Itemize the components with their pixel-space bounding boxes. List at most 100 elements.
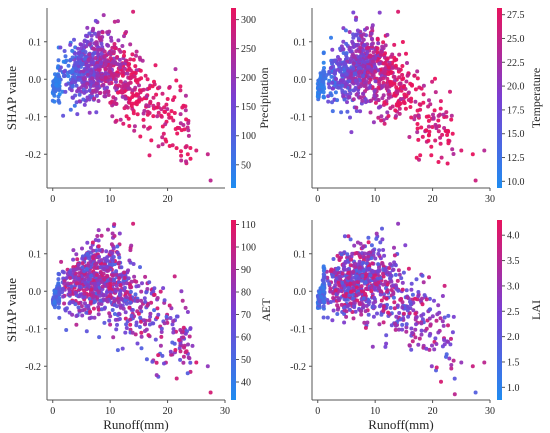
scatter-point bbox=[122, 285, 127, 290]
scatter-point bbox=[391, 283, 396, 288]
scatter-point bbox=[183, 331, 188, 336]
scatter-point bbox=[346, 234, 351, 239]
scatter-point bbox=[378, 77, 383, 82]
scatter-point bbox=[420, 302, 425, 307]
scatter-point bbox=[426, 138, 431, 143]
scatter-point bbox=[416, 137, 421, 142]
scatter-point bbox=[436, 303, 441, 308]
scatter-point bbox=[406, 98, 411, 102]
colorbar-tick-label: 60 bbox=[241, 333, 251, 344]
scatter-point bbox=[122, 34, 126, 39]
scatter-point bbox=[434, 365, 439, 370]
scatter-point bbox=[325, 315, 330, 320]
scatter-point bbox=[430, 125, 435, 129]
scatter-point bbox=[177, 126, 182, 130]
scatter-point bbox=[450, 147, 455, 152]
scatter-point bbox=[156, 101, 161, 106]
scatter-point bbox=[153, 337, 158, 342]
scatter-point bbox=[376, 41, 381, 46]
scatter-point bbox=[339, 252, 344, 257]
scatter-point bbox=[80, 308, 85, 313]
scatter-point bbox=[71, 248, 76, 253]
scatter-point bbox=[404, 329, 409, 334]
scatter-point bbox=[393, 93, 398, 98]
scatter-point bbox=[74, 61, 79, 66]
scatter-point bbox=[348, 263, 353, 268]
scatter-point bbox=[208, 178, 213, 183]
scatter-point bbox=[379, 52, 383, 57]
scatter-point bbox=[93, 31, 97, 36]
scatter-point bbox=[421, 83, 426, 88]
scatter-point bbox=[371, 59, 375, 64]
scatter-point bbox=[171, 330, 176, 335]
scatter-point bbox=[436, 118, 441, 123]
scatter-point bbox=[369, 243, 374, 248]
y-tick-label: 0.1 bbox=[294, 249, 307, 260]
scatter-point bbox=[337, 274, 342, 279]
scatter-point bbox=[156, 312, 161, 317]
scatter-point bbox=[94, 248, 99, 253]
scatter-point bbox=[87, 88, 92, 93]
scatter-point bbox=[372, 89, 377, 93]
scatter-point bbox=[378, 104, 383, 109]
scatter-point bbox=[340, 271, 345, 276]
scatter-point bbox=[158, 343, 163, 348]
scatter-point bbox=[83, 76, 87, 81]
scatter-point bbox=[99, 41, 104, 46]
scatter-point bbox=[145, 109, 150, 114]
colorbar bbox=[497, 8, 502, 188]
scatter-point bbox=[376, 98, 381, 102]
scatter-point bbox=[116, 19, 120, 24]
scatter-point bbox=[76, 86, 81, 91]
scatter-point bbox=[400, 322, 405, 327]
scatter-point bbox=[429, 144, 434, 149]
scatter-point bbox=[353, 78, 358, 83]
scatter-point bbox=[446, 313, 451, 318]
scatter-point bbox=[348, 115, 352, 120]
scatter-point bbox=[84, 89, 89, 94]
scatter-point bbox=[103, 62, 108, 67]
scatter-point bbox=[80, 265, 85, 270]
x-tick-label: 0 bbox=[315, 194, 320, 205]
scatter-point bbox=[444, 110, 449, 115]
scatter-point bbox=[365, 320, 370, 325]
scatter-point bbox=[183, 305, 188, 310]
scatter-point bbox=[208, 390, 213, 395]
scatter-point bbox=[144, 290, 149, 295]
scatter-point bbox=[336, 85, 341, 90]
scatter-point bbox=[136, 311, 141, 316]
x-tick-label: 10 bbox=[370, 406, 380, 417]
scatter-point bbox=[171, 319, 176, 324]
scatter-point bbox=[414, 315, 419, 319]
scatter-point bbox=[367, 54, 372, 59]
scatter-point bbox=[186, 133, 191, 138]
scatter-point bbox=[360, 98, 365, 103]
scatter-point bbox=[168, 316, 173, 320]
scatter-point bbox=[321, 264, 326, 269]
scatter-point bbox=[143, 322, 147, 327]
scatter-point bbox=[391, 291, 396, 296]
scatter-point bbox=[96, 51, 100, 56]
scatter-point bbox=[459, 148, 464, 153]
scatter-point bbox=[108, 293, 113, 297]
scatter-point bbox=[71, 267, 76, 272]
scatter-point bbox=[375, 46, 380, 51]
scatter-point bbox=[482, 360, 487, 365]
scatter-point bbox=[170, 340, 175, 345]
scatter-point bbox=[154, 360, 159, 365]
scatter-point bbox=[343, 61, 347, 66]
scatter-point bbox=[383, 43, 388, 48]
scatter-point bbox=[90, 28, 95, 33]
scatter-point bbox=[107, 29, 112, 34]
scatter-point bbox=[52, 87, 57, 92]
scatter-points bbox=[50, 221, 213, 395]
scatter-point bbox=[424, 128, 429, 133]
scatter-point bbox=[126, 268, 131, 273]
scatter-point bbox=[75, 112, 80, 117]
scatter-point bbox=[451, 152, 456, 156]
scatter-point bbox=[333, 90, 338, 95]
scatter-point bbox=[99, 75, 104, 80]
x-tick-label: 20 bbox=[428, 194, 438, 205]
scatter-point bbox=[117, 57, 122, 62]
scatter-point bbox=[374, 231, 379, 236]
